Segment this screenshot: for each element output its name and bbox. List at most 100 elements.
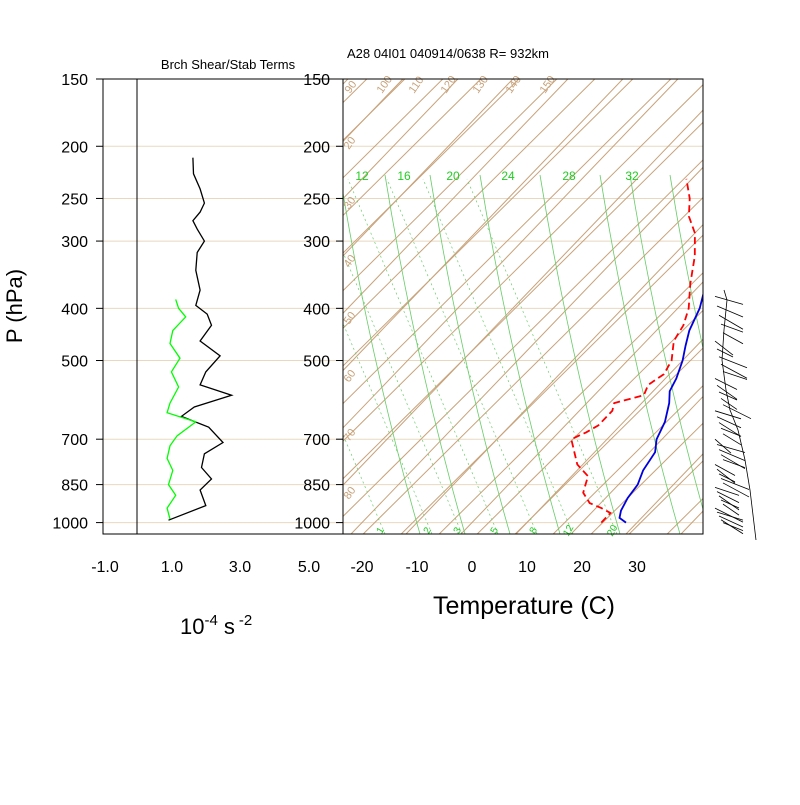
skew-pressure-tick-label: 1000 (294, 516, 330, 533)
wind-barb (716, 444, 746, 453)
dry-adiabat-line (723, 39, 800, 554)
wind-barb (716, 348, 734, 358)
mixing-ratio-bottom-label: 8 (528, 525, 541, 536)
mixing-ratio-line (347, 178, 499, 534)
isotherm-line (343, 79, 349, 85)
theta-label: 140 (504, 74, 524, 96)
pressure-tick-label: 250 (61, 191, 88, 208)
isotherm-line (460, 281, 703, 534)
mixing-ratio-bottom-label: 1 (375, 525, 388, 536)
mixing-ratio-bottom-label: 20 (605, 523, 620, 539)
dry-adiabat-line (628, 460, 703, 534)
mixing-ratio-bottom-label: 3 (452, 525, 465, 536)
skew-pressure-tick-label: 400 (303, 301, 330, 318)
dry-adiabat-line (343, 79, 672, 405)
mixing-ratio-label: 28 (562, 169, 576, 183)
x-label-base: 10 (180, 614, 204, 639)
theta-label: 90 (343, 79, 360, 96)
wind-barb (720, 427, 742, 437)
wind-barb (720, 363, 748, 379)
dry-adiabat-line (343, 84, 703, 442)
wind-barb (714, 486, 740, 496)
wind-barb (718, 449, 746, 462)
wind-barb (714, 507, 744, 523)
shear-term-line (168, 157, 234, 521)
mixing-ratio-label: 32 (625, 169, 639, 183)
wind-barb (722, 433, 742, 446)
left-x-tick-labels: -1.0 1.0 3.0 5.0 (91, 559, 320, 576)
wind-barb (716, 385, 738, 400)
theta-label: 20 (342, 135, 359, 152)
left-pressure-tick-labels: 150 200 250 300 400 500 700 850 1000 (52, 72, 103, 533)
skew-t-title: A28 04I01 040914/0638 R= 932km (347, 46, 549, 61)
dry-adiabat-line (0, 39, 331, 554)
wind-barb (720, 478, 750, 490)
pressure-tick-label: 850 (61, 478, 88, 495)
left-x-axis-label: 10-4 s -2 (180, 612, 252, 639)
theta-label: 110 (407, 74, 427, 95)
wind-barb (718, 356, 748, 369)
isotherm-line (343, 79, 514, 257)
left-x-tick-label: -1.0 (91, 559, 119, 576)
pressure-tick-label: 1000 (52, 516, 88, 533)
skew-pressure-tick-label: 200 (303, 139, 330, 156)
dry-adiabat-line (476, 309, 703, 534)
wind-barb (720, 519, 744, 535)
isotherm-line (0, 79, 293, 534)
theta-label: 40 (342, 253, 359, 270)
skew-t-series-group (570, 178, 703, 524)
dry-adiabat-line (343, 79, 444, 179)
skew-t-temperature-tick-labels: -20 -10 0 10 20 30 (350, 559, 646, 576)
wind-barb (722, 503, 740, 516)
skew-t-panel: A28 04I01 040914/0638 R= 932km 203040506… (0, 39, 800, 620)
mixing-ratio-line (422, 178, 574, 534)
dry-adiabat-line (552, 384, 703, 534)
isotherm-line (350, 166, 703, 534)
isotherm-line (343, 79, 679, 429)
skew-pressure-tick-label: 150 (303, 72, 330, 89)
theta-label: 50 (342, 310, 359, 327)
dry-adiabat-line (0, 39, 255, 554)
mixing-ratio-label: 20 (446, 169, 460, 183)
left-pressure-grid (103, 79, 343, 524)
mixing-ratio-line (466, 178, 618, 534)
wind-barb (716, 511, 744, 521)
wind-barb (716, 416, 742, 429)
moist-adiabat-line (384, 174, 466, 534)
theta-label: 130 (471, 74, 491, 96)
isotherm-line (570, 395, 703, 534)
isotherm-line (791, 79, 800, 534)
temperature-axis-label: Temperature (C) (433, 592, 615, 620)
dry-adiabat-line (343, 79, 558, 292)
wind-barb (714, 378, 738, 390)
mixing-ratio-label: 16 (397, 169, 411, 183)
dry-adiabat-line (343, 79, 520, 254)
dry-adiabat-line (0, 39, 217, 554)
theta-label: 80 (342, 485, 359, 502)
wind-barb (714, 410, 742, 420)
isotherm-line (625, 453, 703, 534)
dry-adiabat-line (438, 272, 703, 534)
dry-adiabat-line (761, 39, 800, 554)
pressure-tick-label: 700 (61, 432, 88, 449)
dry-adiabat-line (343, 121, 703, 480)
wind-barb (722, 371, 748, 380)
wind-barb (722, 459, 746, 469)
temperature-tick-label: 30 (628, 559, 646, 576)
wind-barb (722, 332, 744, 345)
skew-pressure-tick-label: 250 (303, 191, 330, 208)
stability-term-line (166, 299, 198, 520)
dry-adiabat-line (362, 196, 703, 534)
isotherm-line (343, 79, 459, 200)
x-label-exponent-1: -4 (204, 612, 217, 629)
theta-label: 30 (342, 195, 359, 212)
left-x-tick-label: 1.0 (161, 559, 183, 576)
wind-barb (714, 464, 736, 476)
isotherm-line (343, 79, 624, 372)
skew-t-frame (342, 78, 704, 535)
moist-adiabat-line (629, 174, 703, 511)
skew-pressure-tick-label: 700 (303, 432, 330, 449)
